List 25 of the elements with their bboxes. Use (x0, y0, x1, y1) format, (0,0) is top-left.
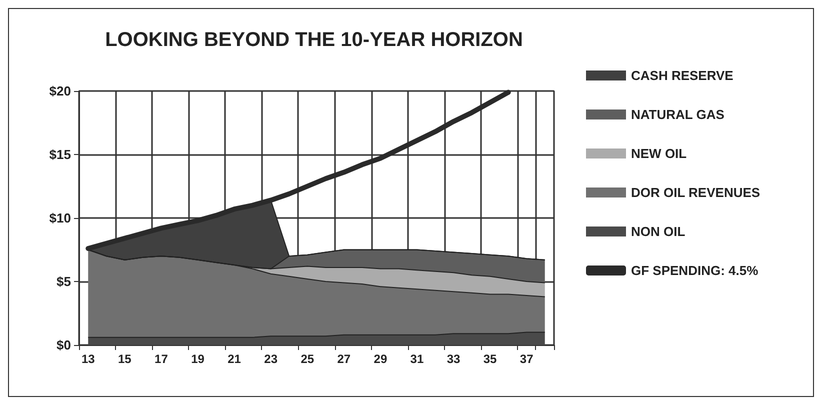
y-tick-label: $0 (56, 338, 71, 352)
x-tick-label: 29 (374, 352, 388, 366)
x-tick-label: 21 (228, 352, 242, 366)
legend-label: NON OIL (631, 224, 686, 239)
x-tick-label: 17 (154, 352, 168, 366)
x-tick-label: 27 (337, 352, 351, 366)
x-tick-label: 15 (118, 352, 132, 366)
x-tick-label: 23 (264, 352, 278, 366)
legend-label: NEW OIL (631, 146, 687, 161)
y-tick-label: $5 (56, 274, 71, 289)
legend-label: GF SPENDING: 4.5% (631, 263, 759, 278)
x-tick-label: 31 (410, 352, 424, 366)
y-tick-label: $15 (49, 147, 71, 162)
x-tick-label: 37 (520, 352, 534, 366)
x-tick-label: 25 (300, 352, 314, 366)
legend-label: CASH RESERVE (631, 68, 734, 83)
x-tick-label: 13 (81, 352, 96, 366)
y-tick-label: $10 (49, 210, 71, 226)
y-tick-label: $20 (49, 84, 71, 98)
x-tick-label: 33 (446, 352, 461, 366)
x-tick-label: 19 (191, 352, 205, 366)
chart-title: LOOKING BEYOND THE 10-YEAR HORIZON (105, 29, 523, 51)
x-tick-label: 35 (483, 352, 498, 366)
legend-label: DOR OIL REVENUES (631, 185, 760, 200)
legend-label: NATURAL GAS (631, 107, 725, 122)
